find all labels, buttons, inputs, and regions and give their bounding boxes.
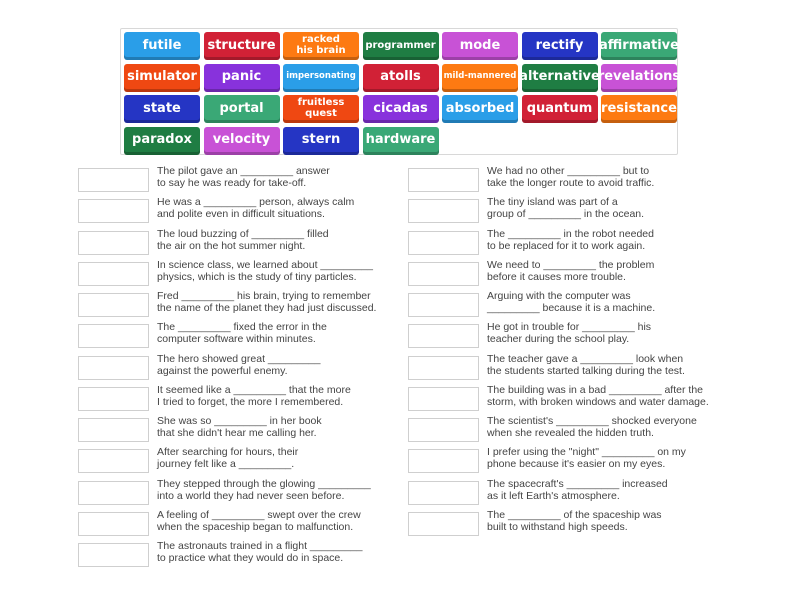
answer-drop-slot[interactable] — [78, 511, 149, 536]
answer-drop-slot[interactable] — [78, 293, 149, 317]
sentence-text: The teacher gave a _________ look when t… — [487, 352, 685, 377]
sentence-text: The astronauts trained in a flight _____… — [157, 540, 363, 564]
sentence-text: The _________ fixed the error in the com… — [157, 321, 327, 346]
sentence-text: In science class, we learned about _____… — [157, 258, 373, 283]
answer-drop-slot[interactable] — [408, 230, 479, 255]
answer-drop-slot[interactable] — [408, 293, 479, 317]
word-tile[interactable]: atolls — [362, 63, 439, 92]
word-tile[interactable]: hardware — [362, 126, 439, 155]
sentence-text: A feeling of _________ swept over the cr… — [157, 508, 361, 533]
sentence-text: Fred _________ his brain, trying to reme… — [157, 290, 377, 314]
word-tile[interactable]: absorbed — [442, 95, 518, 123]
answer-drop-slot[interactable] — [78, 324, 149, 349]
sentence-text: The scientist's _________ shocked everyo… — [487, 415, 697, 439]
answer-drop-slot[interactable] — [408, 168, 479, 192]
answer-drop-slot[interactable] — [78, 449, 149, 474]
answer-drop-slot[interactable] — [408, 355, 479, 380]
word-tile[interactable]: impersonating — [283, 63, 359, 92]
word-tile[interactable]: alternative — [519, 63, 600, 92]
answer-drop-slot[interactable] — [78, 543, 149, 567]
sentence-text: He got in trouble for _________ his teac… — [487, 321, 652, 346]
word-tile[interactable]: mild-mannered — [442, 63, 518, 92]
word-tile[interactable]: programmer — [362, 32, 439, 60]
sentence-text: The spacecraft's _________ increased as … — [487, 477, 668, 502]
word-tile[interactable]: rectify — [521, 32, 598, 60]
sentence-text: Arguing with the computer was _________ … — [487, 290, 656, 314]
word-tile[interactable]: fruitless quest — [283, 95, 359, 123]
answer-drop-slot[interactable] — [408, 449, 479, 474]
sentence-text: It seemed like a _________ that the more… — [157, 383, 351, 408]
answer-drop-slot[interactable] — [408, 511, 479, 536]
sentence-text: He was a _________ person, always calm a… — [157, 196, 355, 221]
word-tile[interactable]: simulator — [124, 63, 200, 92]
word-tile[interactable]: structure — [203, 32, 280, 60]
sentence-text: I prefer using the "night" _________ on … — [487, 446, 686, 471]
word-tile[interactable]: velocity — [203, 126, 280, 155]
word-tile[interactable]: affirmative — [599, 32, 679, 60]
word-tile[interactable]: mode — [442, 32, 518, 60]
word-tile[interactable]: stern — [283, 126, 359, 155]
answer-drop-slot[interactable] — [408, 261, 479, 286]
sentence-text: They stepped through the glowing _______… — [157, 477, 371, 502]
sentence-text: We had no other _________ but to take th… — [487, 165, 655, 189]
word-tile[interactable]: panic — [203, 63, 280, 92]
word-tile[interactable]: resistance — [601, 95, 677, 123]
word-tile[interactable]: quantum — [521, 95, 598, 123]
answer-drop-slot[interactable] — [78, 355, 149, 380]
sentence-text: The building was in a bad _________ afte… — [487, 383, 709, 408]
word-tile[interactable]: racked his brain — [283, 32, 359, 60]
word-tile[interactable]: portal — [203, 95, 280, 123]
sentence-text: She was so _________ in her book that sh… — [157, 415, 322, 439]
sentence-text: The _________ of the spaceship was built… — [487, 508, 662, 533]
sentence-text: After searching for hours, their journey… — [157, 446, 299, 471]
answer-drop-slot[interactable] — [408, 386, 479, 411]
answer-drop-slot[interactable] — [78, 199, 149, 224]
answer-drop-slot[interactable] — [78, 418, 149, 442]
answer-drop-slot[interactable] — [408, 480, 479, 505]
sentence-text: The pilot gave an _________ answer to sa… — [157, 165, 330, 189]
sentence-text: The _________ in the robot needed to be … — [487, 227, 654, 252]
answer-drop-slot[interactable] — [78, 230, 149, 255]
answer-drop-slot[interactable] — [408, 199, 479, 224]
answer-drop-slot[interactable] — [78, 480, 149, 505]
answer-drop-slot[interactable] — [408, 324, 479, 349]
answer-drop-slot[interactable] — [78, 386, 149, 411]
word-tile[interactable]: futile — [124, 32, 200, 60]
sentence-text: The loud buzzing of _________ filled the… — [157, 227, 329, 252]
answer-drop-slot[interactable] — [78, 261, 149, 286]
word-bank: futile structure racked his brain programme… — [120, 28, 680, 155]
sentence-text: We need to _________ the problem before … — [487, 258, 655, 283]
word-tile[interactable]: paradox — [124, 126, 200, 155]
word-tile[interactable]: cicadas — [362, 95, 439, 123]
answer-drop-slot[interactable] — [78, 168, 149, 192]
word-tile[interactable]: state — [124, 95, 200, 123]
answer-drop-slot[interactable] — [408, 418, 479, 442]
word-tile[interactable]: revelations — [598, 63, 680, 92]
sentence-text: The hero showed great _________ against … — [157, 352, 321, 377]
sentence-text: The tiny island was part of a group of _… — [487, 196, 645, 221]
